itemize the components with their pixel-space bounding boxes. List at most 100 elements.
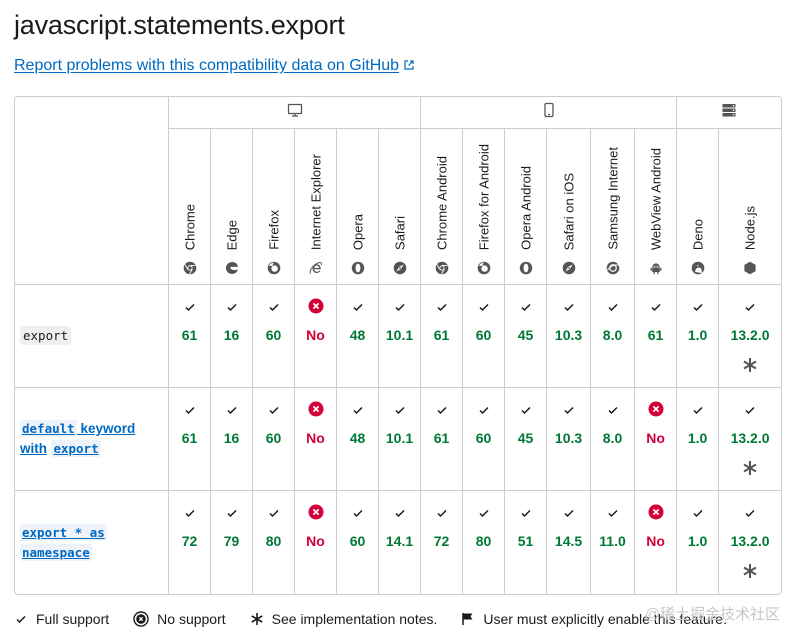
support-cell[interactable]: 80	[253, 491, 295, 594]
feature-header-cell	[15, 97, 169, 285]
browser-name: Chrome	[182, 203, 197, 250]
support-cell[interactable]: 45	[505, 285, 548, 388]
support-cell[interactable]: 13.2.0	[719, 491, 781, 594]
support-cell[interactable]: No	[635, 388, 678, 491]
implementation-notes-icon[interactable]	[742, 563, 758, 579]
legend: Full support No support See implementati…	[14, 611, 751, 627]
support-cell[interactable]: No	[295, 285, 337, 388]
check-icon	[606, 403, 620, 417]
support-cell[interactable]: 60	[337, 491, 379, 594]
report-problems-link[interactable]: Report problems with this compatibility …	[14, 57, 414, 75]
support-version: 60	[475, 430, 492, 446]
feature-link-default[interactable]: default	[20, 420, 77, 437]
support-version: 48	[349, 430, 366, 446]
support-cell[interactable]: 16	[211, 285, 253, 388]
browser-header-chrome: Chrome	[169, 129, 211, 285]
support-cell[interactable]: 14.5	[547, 491, 592, 594]
safari-icon	[393, 261, 407, 275]
support-cell[interactable]: 45	[505, 388, 548, 491]
feature-code: export	[20, 326, 72, 345]
implementation-notes-icon[interactable]	[742, 460, 758, 476]
support-cell[interactable]: 10.3	[547, 285, 592, 388]
support-cell[interactable]: 1.0	[677, 285, 720, 388]
support-cell[interactable]: 51	[505, 491, 548, 594]
support-cell[interactable]: 72	[169, 491, 211, 594]
browser-header-safari-on-ios: Safari on iOS	[547, 129, 592, 285]
support-cell[interactable]: No	[635, 491, 678, 594]
support-cell[interactable]: 61	[421, 285, 464, 388]
browser-header-chrome-android: Chrome Android	[421, 129, 464, 285]
support-version: 60	[265, 327, 282, 343]
support-cell[interactable]: 72	[421, 491, 464, 594]
support-cell[interactable]: 10.3	[547, 388, 592, 491]
check-icon	[649, 300, 663, 314]
server-icon	[722, 104, 736, 117]
cross-circle-icon	[133, 611, 149, 627]
support-cell[interactable]: 10.1	[379, 388, 422, 491]
support-version: 60	[475, 327, 492, 343]
feature-link-namespace[interactable]: namespace	[20, 543, 92, 561]
support-cell[interactable]: 16	[211, 388, 253, 491]
support-cell[interactable]: 61	[421, 388, 464, 491]
support-cell[interactable]: No	[295, 388, 337, 491]
desktop-icon	[287, 103, 302, 117]
feature-link-export-as[interactable]: export * as	[20, 523, 107, 541]
browser-header-samsung-internet: Samsung Internet	[591, 129, 636, 285]
support-cell[interactable]: 8.0	[591, 285, 636, 388]
support-version: 80	[265, 533, 282, 549]
feature-link-export[interactable]: export	[51, 440, 101, 457]
support-version: No	[306, 430, 325, 446]
support-version: 1.0	[687, 533, 708, 549]
browser-name: Edge	[224, 219, 239, 250]
support-cell[interactable]: 13.2.0	[719, 285, 782, 388]
support-cell[interactable]: 14.1	[379, 491, 422, 594]
support-cell[interactable]: 1.0	[677, 388, 720, 491]
support-cell[interactable]: 13.2.0	[719, 388, 782, 491]
samsung-internet-icon	[606, 261, 620, 275]
support-version: No	[306, 533, 325, 549]
check-icon	[477, 403, 491, 417]
support-cell[interactable]: 60	[253, 388, 295, 491]
support-cell[interactable]: 60	[463, 388, 506, 491]
implementation-notes-icon[interactable]	[742, 357, 758, 373]
support-cell[interactable]: 80	[463, 491, 506, 594]
support-version: 8.0	[602, 430, 623, 446]
check-icon	[351, 300, 365, 314]
feature-link-keyword[interactable]: keyword	[76, 421, 136, 436]
support-cell[interactable]: 11.0	[591, 491, 636, 594]
legend-none-label: No support	[157, 611, 226, 627]
support-cell[interactable]: 1.0	[677, 491, 720, 594]
feature-link-with[interactable]: with	[20, 441, 47, 456]
support-cell[interactable]: No	[295, 491, 337, 594]
support-version: 45	[517, 430, 534, 446]
safari-icon	[562, 261, 576, 275]
support-cell[interactable]: 8.0	[591, 388, 636, 491]
support-version: 45	[517, 327, 534, 343]
support-cell[interactable]: 48	[337, 285, 379, 388]
check-icon	[606, 300, 620, 314]
support-cell[interactable]: 61	[169, 388, 211, 491]
browser-name: Node.js	[742, 205, 758, 250]
support-version: 80	[475, 533, 492, 549]
legend-flag-label: User must explicitly enable this feature…	[483, 611, 727, 627]
table-row: default keyword with export 61 16 60 No 48 10.1…	[15, 388, 782, 491]
browser-header-opera-android: Opera Android	[505, 129, 548, 285]
check-icon	[691, 506, 705, 520]
support-cell[interactable]: 79	[211, 491, 253, 594]
support-cell[interactable]: 61	[635, 285, 678, 388]
support-cell[interactable]: 61	[169, 285, 211, 388]
check-icon	[435, 506, 449, 520]
legend-notes-label: See implementation notes.	[271, 611, 438, 627]
browser-header-firefox: Firefox	[253, 129, 295, 285]
support-cell[interactable]: 60	[463, 285, 506, 388]
check-icon	[562, 403, 576, 417]
browser-header-node-js: Node.js	[719, 129, 782, 285]
check-icon	[183, 300, 197, 314]
support-cell[interactable]: 48	[337, 388, 379, 491]
support-cell[interactable]: 60	[253, 285, 295, 388]
external-link-icon	[404, 60, 414, 70]
support-cell[interactable]: 10.1	[379, 285, 422, 388]
browser-name: Safari on iOS	[561, 172, 577, 250]
support-version: 61	[433, 327, 450, 343]
legend-full-label: Full support	[36, 611, 110, 627]
